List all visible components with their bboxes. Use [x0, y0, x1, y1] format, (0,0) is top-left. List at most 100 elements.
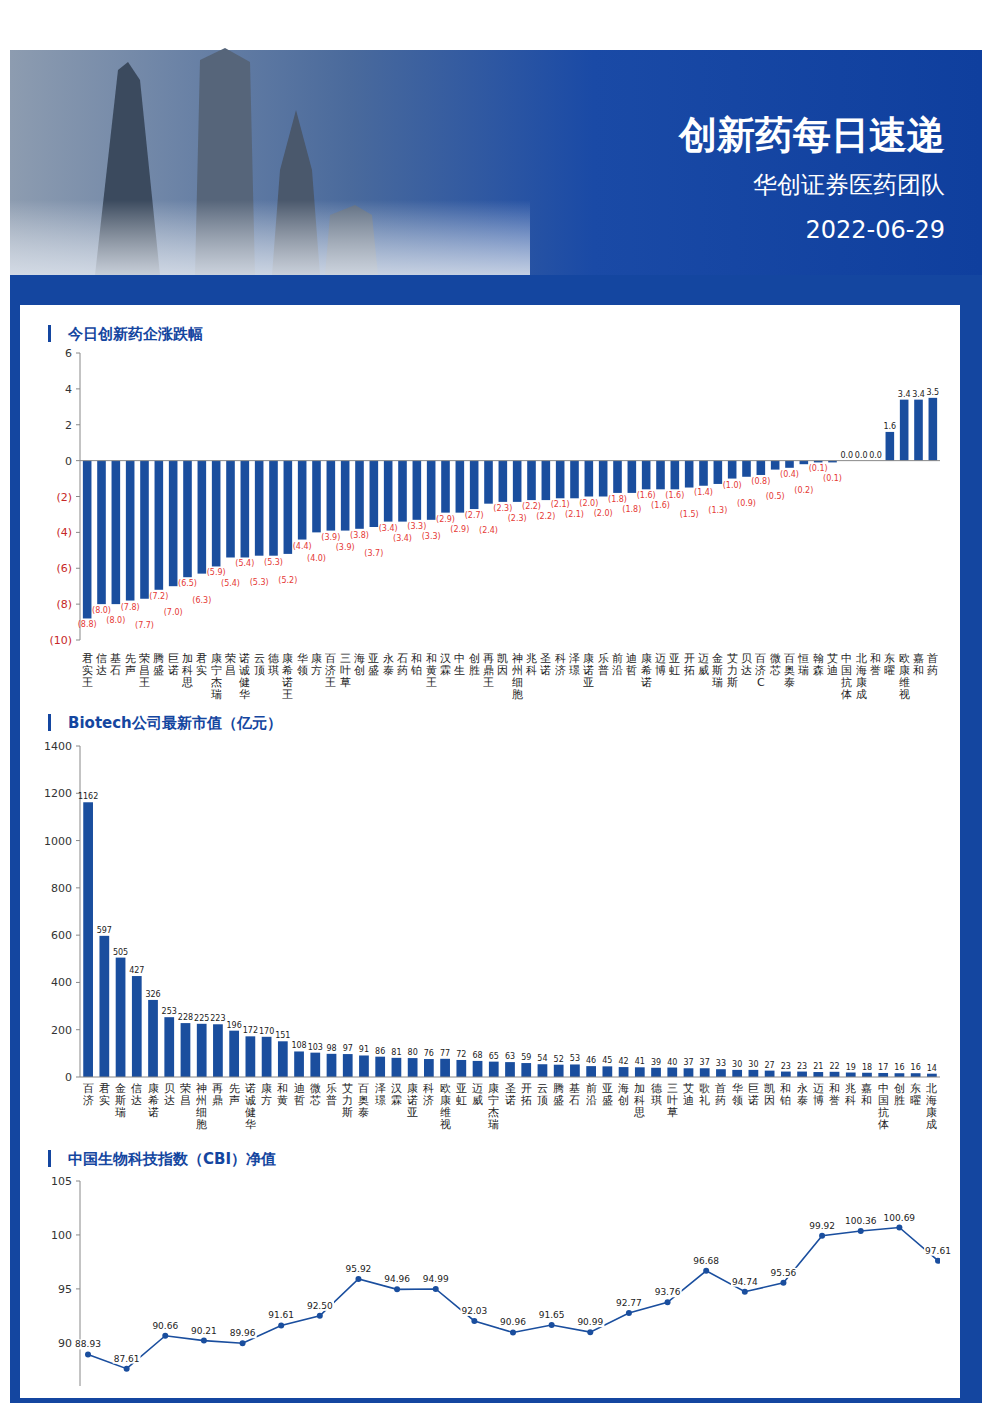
bar [602, 1066, 612, 1077]
data-label: 90.21 [191, 1326, 217, 1336]
bar [343, 1054, 353, 1077]
y-tick [76, 1181, 80, 1182]
data-label: 326 [145, 990, 160, 999]
bar [556, 461, 565, 499]
bar [213, 1024, 223, 1077]
x-tick-label: 亚虹 [456, 1082, 467, 1107]
x-tick-label: 乐普 [598, 652, 609, 677]
section-marker [48, 1150, 51, 1167]
data-label: (1.6) [665, 491, 684, 500]
baseline [80, 460, 940, 461]
data-label: (3.7) [364, 549, 383, 558]
data-label: (6.5) [178, 579, 197, 588]
x-tick-label: 百奥泰 [358, 1082, 369, 1119]
bar [489, 1062, 499, 1077]
data-label: 53 [570, 1054, 580, 1063]
banner [10, 50, 982, 275]
bar [441, 461, 450, 513]
label-bg [460, 1306, 488, 1316]
data-label: 72 [456, 1050, 466, 1059]
bar [911, 1073, 921, 1077]
data-label: 427 [129, 966, 144, 975]
label-bg [692, 1256, 720, 1266]
fog [10, 200, 530, 275]
data-label: 93.76 [655, 1287, 681, 1297]
bar [628, 461, 637, 493]
x-tick-label: 三叶草 [667, 1082, 678, 1119]
data-label: 196 [227, 1021, 242, 1030]
label-bg [731, 1277, 759, 1287]
x-tick-label: 再鼎王 [483, 652, 494, 689]
data-label: (1.8) [608, 495, 627, 504]
y-tick [76, 568, 80, 569]
data-label: 23 [797, 1062, 807, 1071]
y-tick [76, 887, 80, 888]
data-label: 42 [618, 1057, 628, 1066]
bar [83, 802, 93, 1077]
bar [198, 461, 207, 574]
data-label: (0.1) [809, 464, 828, 473]
y-tick [76, 496, 80, 497]
data-label: (4.0) [307, 554, 326, 563]
x-tick-label: 百奥泰 [784, 652, 795, 689]
data-label: (2.1) [565, 510, 584, 519]
y-tick-label: 90 [58, 1337, 72, 1350]
x-tick-label: 和黄王 [426, 652, 437, 689]
y-tick-label: 800 [51, 882, 72, 895]
marker [587, 1329, 593, 1335]
marker [124, 1366, 130, 1372]
data-label: 80 [408, 1048, 418, 1057]
frame [10, 275, 982, 1403]
data-label: 16 [911, 1063, 921, 1072]
data-label: (1.3) [708, 506, 727, 515]
data-label: (1.0) [723, 481, 742, 490]
x-tick-label: 创胜 [469, 652, 480, 677]
x-tick-label: 东曜 [884, 652, 895, 677]
bar [278, 1041, 288, 1077]
x-tick-label: 恒瑞 [797, 652, 809, 677]
data-label: (4.4) [293, 542, 312, 551]
y-tick [76, 1234, 80, 1235]
data-label: 81 [391, 1048, 401, 1057]
bar [667, 1068, 677, 1077]
data-label: (0.1) [823, 474, 842, 483]
data-label: (3.8) [350, 531, 369, 540]
marker [858, 1228, 864, 1234]
label-bg [499, 1317, 527, 1327]
x-tick-label: 基石 [110, 652, 121, 677]
bar [728, 461, 737, 479]
data-label: 0.0 [840, 451, 853, 460]
x-tick-label: 艾力斯 [342, 1082, 353, 1119]
section-title: 中国生物科技指数（CBI）净值 [68, 1150, 276, 1168]
marker [278, 1322, 284, 1328]
x-tick-label: 和铂 [410, 652, 422, 677]
bar [521, 1063, 531, 1077]
y-tick-label: 200 [51, 1024, 72, 1037]
data-label: (1.8) [622, 505, 641, 514]
data-label: 0.0 [869, 451, 882, 460]
data-label: 52 [554, 1055, 564, 1064]
bar [513, 461, 522, 502]
data-label: 14 [927, 1064, 937, 1073]
bar [148, 1000, 158, 1077]
label-bg [383, 1274, 411, 1284]
x-tick-label: 康诺亚 [407, 1082, 418, 1119]
bar [732, 1070, 742, 1077]
x-tick-label: 康宁杰瑞 [211, 652, 222, 701]
data-label: 87.61 [114, 1354, 140, 1364]
x-tick-label: 永泰 [797, 1082, 808, 1107]
x-tick-label: 巨诺 [168, 652, 179, 677]
y-tick-label: 2 [65, 419, 72, 432]
data-label: 3.4 [912, 390, 925, 399]
label-bg [113, 1354, 141, 1364]
bar [424, 1059, 434, 1077]
data-label: (2.2) [522, 502, 541, 511]
data-label: 95.56 [771, 1268, 797, 1278]
bar [685, 461, 694, 488]
label-bg [306, 1301, 334, 1311]
y-tick [76, 424, 80, 425]
bar [651, 1068, 661, 1077]
x-tick-label: 科济 [555, 652, 566, 677]
y-tick [76, 746, 80, 747]
x-tick-label: 艾迪 [827, 652, 838, 677]
